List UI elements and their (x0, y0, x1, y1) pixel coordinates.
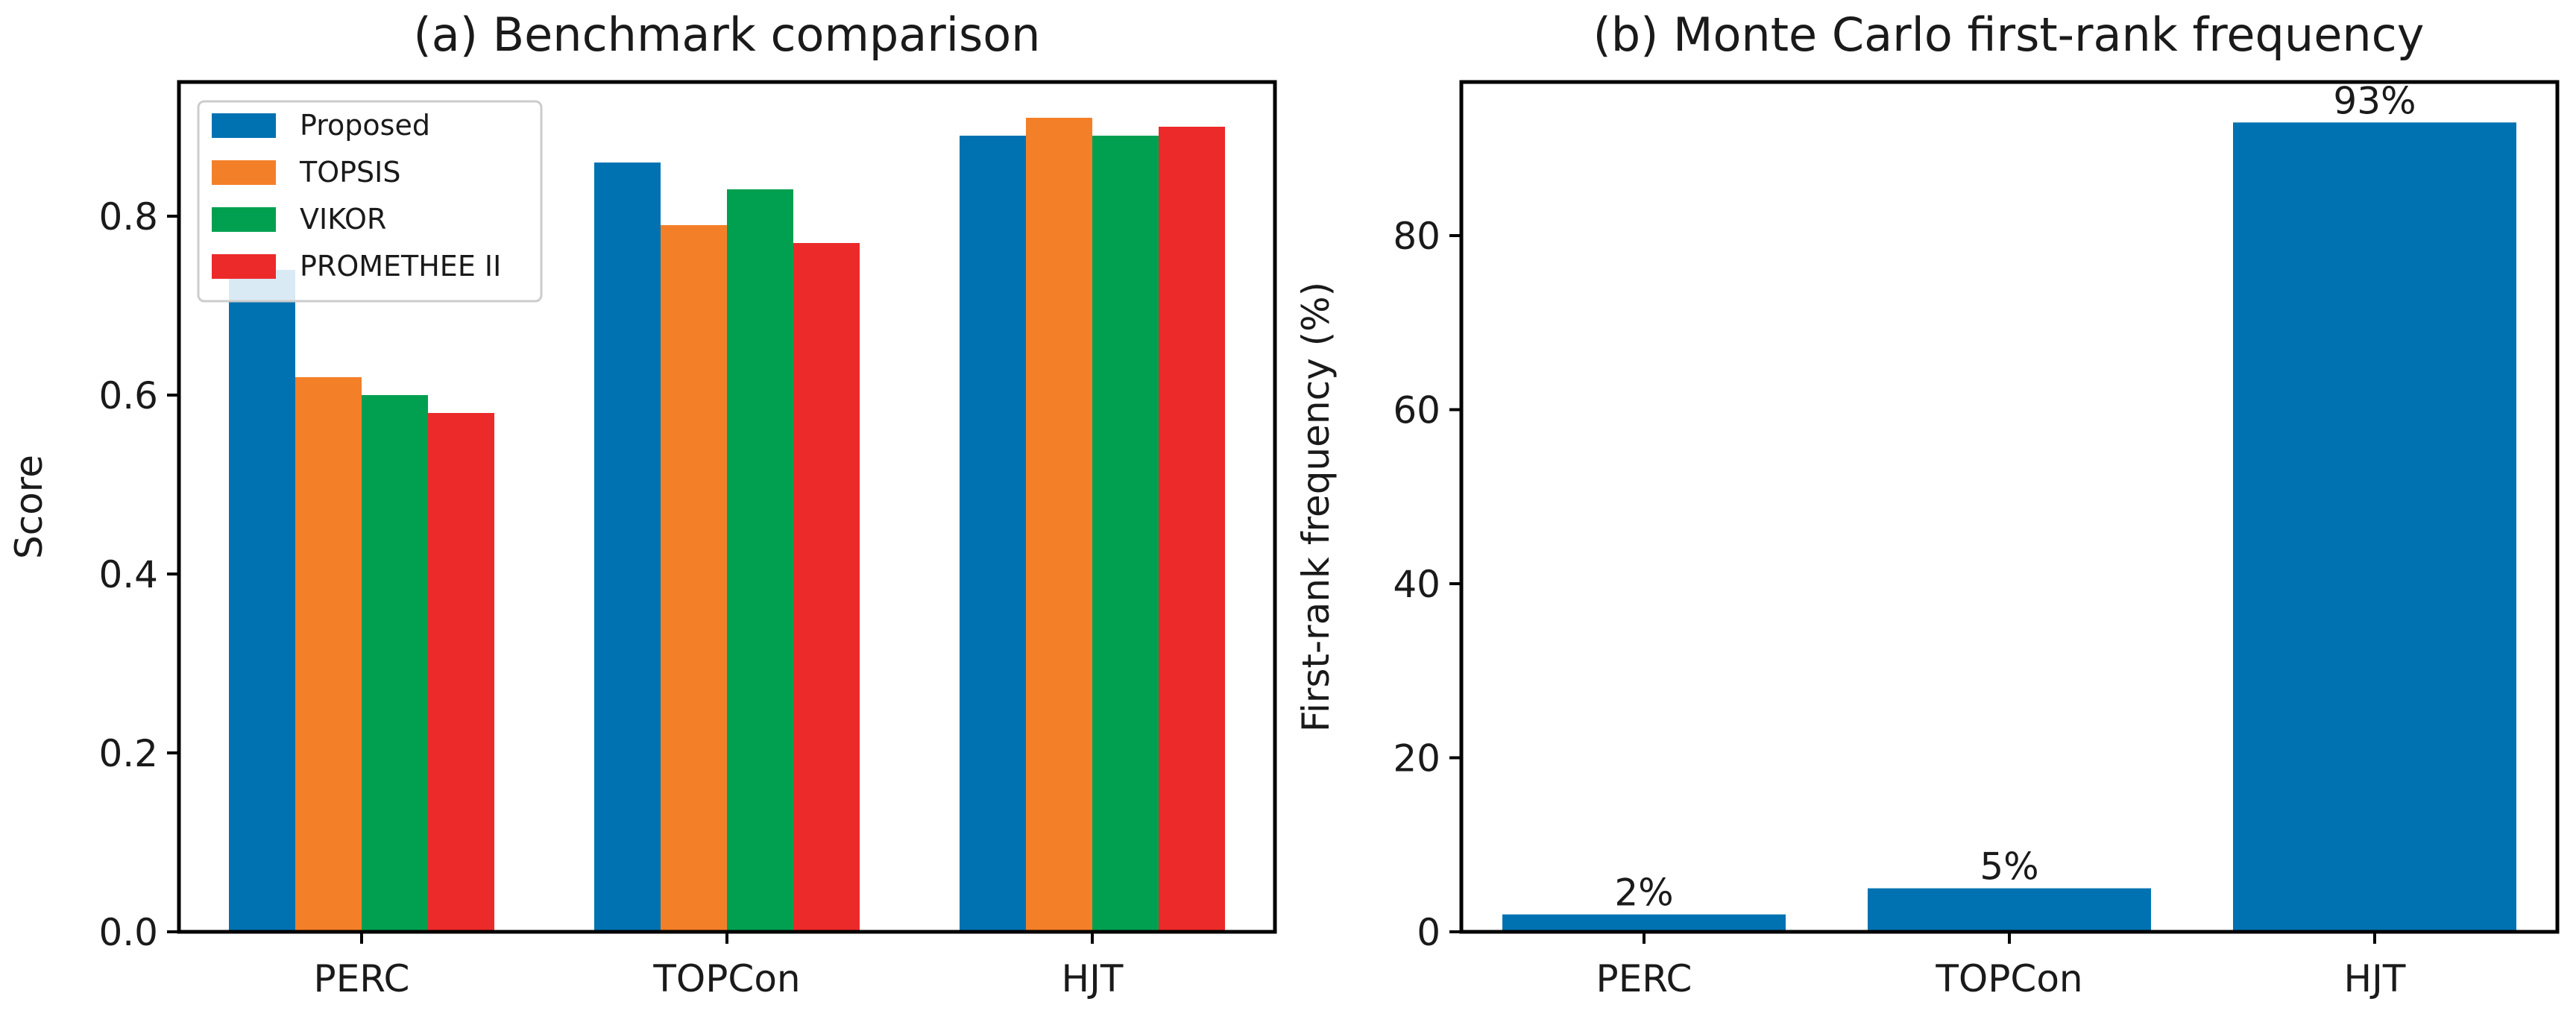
bar-promethee-ii-topcon (793, 243, 860, 932)
bar-perc (1502, 914, 1786, 932)
panel-a-y-ticks: 0.0 0.2 0.4 0.6 0.8 (98, 195, 179, 954)
legend-swatch (212, 113, 276, 138)
panel-a-bars (229, 118, 1225, 932)
panel-a-title: (a) Benchmark comparison (414, 7, 1041, 62)
panel-a-y-axis-label: Score (7, 455, 51, 559)
bar-topsis-hjt (1026, 118, 1092, 932)
y-tick-label: 20 (1393, 737, 1440, 780)
x-tick-label: PERC (314, 957, 410, 1000)
y-tick-label: 40 (1393, 563, 1440, 606)
panel-b-title: (b) Monte Carlo first-rank frequency (1593, 7, 2425, 62)
legend-label: VIKOR (300, 203, 386, 236)
y-tick-label: 0.0 (98, 911, 158, 954)
bar-promethee-ii-perc (428, 413, 494, 932)
data-label-topcon: 5% (1980, 845, 2038, 889)
panel-a-x-ticks: PERC TOPCon HJT (314, 932, 1124, 1000)
y-tick-label: 80 (1393, 215, 1440, 258)
legend-label: PROMETHEE II (300, 250, 501, 283)
data-label-hjt: 93% (2333, 79, 2416, 122)
bar-vikor-hjt (1092, 136, 1159, 932)
legend-swatch (212, 207, 276, 232)
y-tick-label: 0.6 (98, 374, 158, 417)
bar-topsis-perc (295, 377, 362, 932)
panel-b-x-ticks: PERC TOPCon HJT (1596, 932, 2406, 1000)
panel-b-y-ticks: 0 20 40 60 80 (1393, 215, 1461, 954)
legend-frame (197, 100, 543, 303)
data-label-perc: 2% (1614, 871, 1673, 915)
y-tick-label: 0.2 (98, 732, 158, 775)
x-tick-label: TOPCon (1935, 957, 2082, 1000)
panel-monte-carlo-frequency: (b) Monte Carlo first-rank frequency 2% 5… (1294, 7, 2560, 1000)
y-tick-label: 60 (1393, 389, 1440, 432)
bar-proposed-hjt (960, 136, 1026, 932)
bar-hjt (2233, 122, 2516, 932)
bar-vikor-topcon (727, 189, 793, 932)
y-tick-label: 0.8 (98, 195, 158, 239)
bar-proposed-perc (229, 270, 295, 932)
panel-a-legend: Proposed TOPSIS VIKOR PROMETHEE II (197, 100, 543, 303)
panel-b-y-axis-label: First-rank frequency (%) (1294, 282, 1338, 732)
bar-vikor-perc (362, 395, 428, 932)
x-tick-label: HJT (1062, 957, 1124, 1000)
panel-b-bars: 2% 5% 93% (1502, 79, 2516, 932)
x-tick-label: TOPCon (652, 957, 800, 1000)
panel-benchmark-comparison: (a) Benchmark comparison 0.0 0.2 0.4 0.6 0.8… (7, 7, 1277, 1000)
x-tick-label: PERC (1596, 957, 1692, 1000)
legend-label: TOPSIS (299, 156, 401, 189)
bar-promethee-ii-hjt (1159, 127, 1225, 932)
legend-swatch (212, 160, 276, 185)
bar-topsis-topcon (661, 225, 727, 932)
x-tick-label: HJT (2344, 957, 2406, 1000)
bar-topcon (1868, 888, 2151, 932)
y-tick-label: 0 (1417, 911, 1440, 954)
legend-label: Proposed (300, 109, 430, 142)
legend-swatch (212, 254, 276, 279)
y-tick-label: 0.4 (98, 553, 158, 596)
bar-proposed-topcon (594, 163, 661, 932)
